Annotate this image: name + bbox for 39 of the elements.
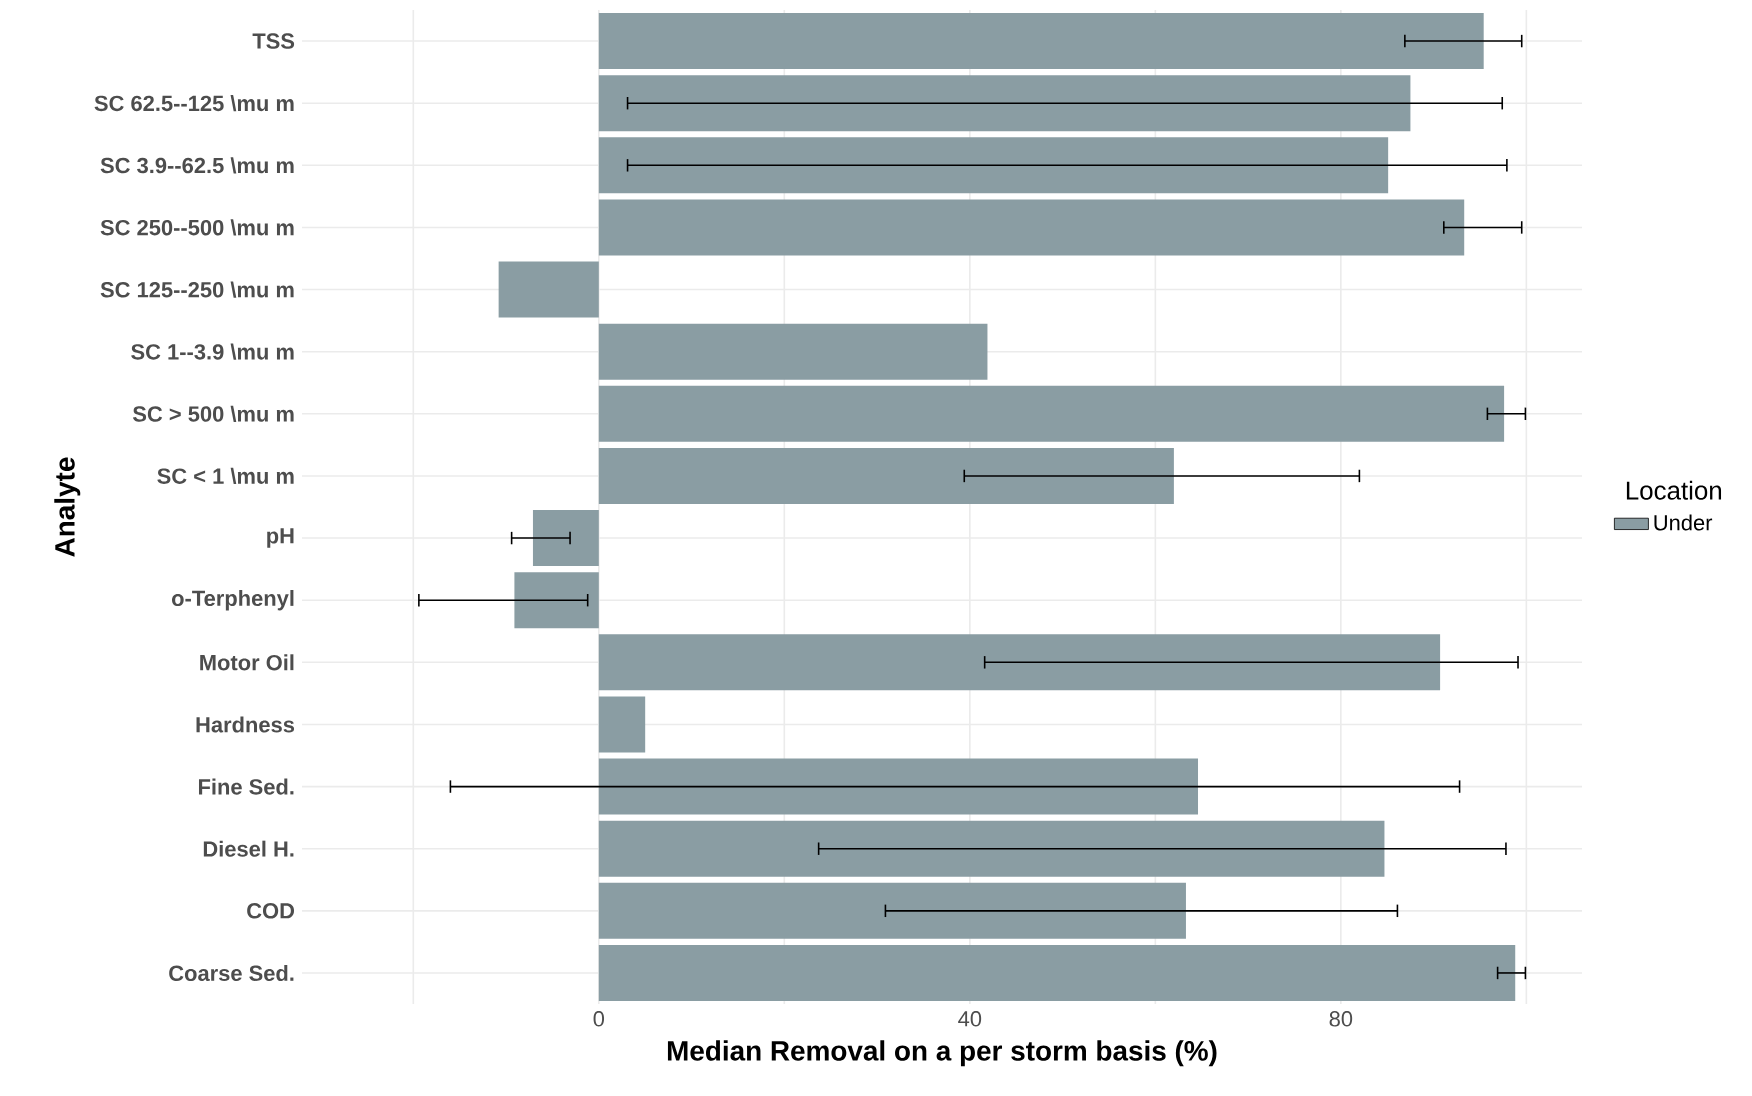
bar	[598, 13, 1484, 70]
y-tick-label: Diesel H.	[203, 840, 294, 857]
bar	[598, 944, 1516, 1001]
y-tick-label: SC > 500 \mu m	[132, 405, 294, 422]
bar	[598, 758, 1199, 815]
legend-title: Location	[1626, 480, 1722, 500]
y-tick-label: Coarse Sed.	[169, 964, 294, 981]
y-axis-title: Analyte	[54, 457, 81, 557]
bar	[598, 385, 1505, 442]
y-tick-label: Fine Sed.	[198, 778, 294, 795]
bar	[598, 323, 988, 380]
bar	[598, 882, 1186, 939]
y-tick-label: pH	[267, 528, 294, 548]
bar	[598, 199, 1465, 256]
y-tick-label: COD	[247, 903, 295, 919]
y-tick-label: Hardness	[196, 716, 295, 733]
y-tick-label: SC < 1 \mu m	[157, 467, 294, 485]
bar	[598, 75, 1411, 132]
y-tick-label: Motor Oil	[200, 654, 294, 671]
legend-label: Under	[1654, 514, 1713, 531]
y-tick-label: TSS	[252, 33, 295, 49]
bar	[598, 820, 1385, 877]
y-tick-label: o-Terphenyl	[172, 589, 294, 611]
y-tick-label: SC 125--250 \mu m	[100, 281, 294, 298]
bar	[532, 510, 599, 567]
bar	[598, 696, 646, 753]
y-tick-label: SC 3.9--62.5 \mu m	[100, 157, 294, 174]
bar	[514, 572, 599, 629]
y-tick-label: SC 62.5--125 \mu m	[94, 95, 294, 112]
y-tick-label: SC 1--3.9 \mu m	[131, 343, 294, 360]
bar	[498, 261, 599, 318]
y-tick-label: SC 250--500 \mu m	[100, 219, 294, 236]
bar	[598, 137, 1389, 194]
bar	[598, 634, 1441, 691]
x-tick-label: 0	[593, 1011, 605, 1027]
x-tick-label: 80	[1329, 1011, 1353, 1027]
bar	[598, 447, 1174, 504]
x-tick-label: 40	[958, 1011, 982, 1027]
x-axis-title: Median Removal on a per storm basis (%)	[667, 1040, 1217, 1067]
